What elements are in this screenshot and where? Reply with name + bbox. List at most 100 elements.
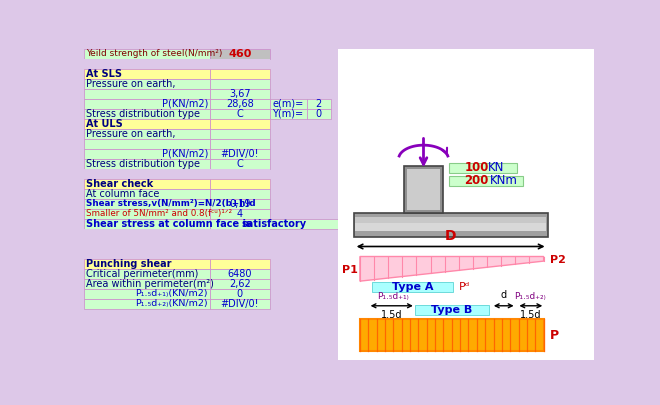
Text: Critical perimeter(mm): Critical perimeter(mm)	[86, 269, 198, 279]
Bar	[84, 219, 210, 229]
Bar	[84, 269, 210, 279]
Bar	[84, 139, 210, 149]
Text: 1.5d: 1.5d	[381, 310, 403, 320]
Bar	[210, 68, 270, 79]
Text: P1: P1	[342, 265, 358, 275]
Bar	[210, 109, 270, 119]
Bar	[210, 149, 270, 159]
Bar	[210, 199, 270, 209]
Text: Smaller of 5N/mm² and 0.8(fᶜᵘ)¹ᐟ²: Smaller of 5N/mm² and 0.8(fᶜᵘ)¹ᐟ²	[86, 209, 232, 218]
Text: Stress distribution type: Stress distribution type	[86, 159, 199, 169]
Text: 3,67: 3,67	[229, 89, 251, 99]
Text: P₁.₅d₊₂₎(KN/m2): P₁.₅d₊₂₎(KN/m2)	[135, 299, 208, 308]
Bar	[210, 129, 270, 139]
Text: 2: 2	[315, 99, 322, 109]
Bar	[84, 169, 270, 179]
Bar	[404, 166, 443, 213]
Text: P₁.₅d₊₂₎: P₁.₅d₊₂₎	[513, 292, 546, 301]
Text: At SLS: At SLS	[86, 68, 121, 79]
Bar	[210, 209, 270, 219]
Text: Shear stress,v(N/mm²)=N/2(b+h)d: Shear stress,v(N/mm²)=N/2(b+h)d	[86, 199, 255, 208]
Bar	[84, 99, 210, 109]
Text: 6480: 6480	[228, 269, 252, 279]
Bar	[270, 109, 308, 119]
Text: C: C	[236, 109, 243, 119]
Text: Area within perimeter(m²): Area within perimeter(m²)	[86, 279, 213, 289]
Bar	[84, 279, 210, 289]
Text: e(m)=: e(m)=	[273, 99, 304, 109]
Bar	[84, 259, 210, 269]
Text: P(KN/m2): P(KN/m2)	[162, 99, 208, 109]
Bar	[84, 49, 210, 59]
Text: D: D	[445, 229, 456, 243]
Polygon shape	[360, 256, 544, 281]
Bar	[210, 299, 270, 309]
Text: 0: 0	[237, 289, 243, 299]
Bar	[84, 209, 210, 219]
Bar	[84, 189, 210, 199]
Bar	[84, 199, 210, 209]
Bar	[354, 213, 548, 237]
Bar	[210, 289, 270, 299]
Bar	[84, 159, 210, 169]
Text: 0,19: 0,19	[229, 199, 251, 209]
Bar	[308, 109, 331, 119]
Bar	[338, 49, 594, 360]
Bar	[210, 99, 270, 109]
Text: #DIV/0!: #DIV/0!	[220, 149, 259, 159]
Text: #DIV/0!: #DIV/0!	[220, 299, 259, 309]
Bar	[84, 179, 210, 189]
Text: Stress distribution type: Stress distribution type	[86, 109, 199, 119]
Bar	[270, 99, 308, 109]
Bar	[210, 49, 270, 59]
Bar	[360, 319, 544, 351]
Text: C: C	[236, 159, 243, 169]
Text: Y(m)=: Y(m)=	[273, 109, 304, 119]
Text: KNm: KNm	[490, 174, 518, 187]
Bar	[84, 89, 210, 99]
Bar	[210, 139, 270, 149]
Bar	[210, 89, 270, 99]
Bar	[84, 129, 210, 139]
Bar	[210, 279, 270, 289]
Bar	[449, 176, 523, 185]
Bar	[210, 259, 270, 269]
Bar	[210, 189, 270, 199]
Bar	[84, 109, 210, 119]
Bar	[210, 219, 338, 229]
Bar	[449, 162, 517, 173]
Text: P2: P2	[550, 255, 566, 265]
Bar	[210, 79, 270, 89]
Text: P₁.₅d₊₁₎(KN/m2): P₁.₅d₊₁₎(KN/m2)	[135, 289, 208, 298]
Bar	[84, 68, 210, 79]
Bar	[84, 149, 210, 159]
Text: 28,68: 28,68	[226, 99, 253, 109]
Text: Type A: Type A	[391, 282, 433, 292]
Bar	[355, 217, 546, 224]
Bar	[308, 99, 331, 109]
Text: Type B: Type B	[431, 305, 473, 315]
Bar	[355, 224, 546, 231]
Text: 4: 4	[237, 209, 243, 219]
Text: Punching shear: Punching shear	[86, 259, 171, 269]
Bar	[210, 179, 270, 189]
Bar	[84, 299, 210, 309]
Text: At column face: At column face	[86, 189, 159, 199]
Bar	[84, 289, 210, 299]
Text: 200: 200	[465, 174, 489, 187]
Bar	[84, 59, 270, 68]
Bar	[407, 169, 440, 209]
Text: d: d	[501, 290, 507, 300]
Bar	[84, 249, 270, 259]
Bar	[210, 119, 270, 129]
Text: P₁.₅d₊₁₎: P₁.₅d₊₁₎	[377, 292, 409, 301]
Text: Shear stress at column face is: Shear stress at column face is	[86, 219, 251, 229]
Text: 2,62: 2,62	[229, 279, 251, 289]
Text: Pressure on earth,: Pressure on earth,	[86, 79, 175, 89]
Text: Pᵈ: Pᵈ	[459, 282, 471, 292]
Text: Pressure on earth,: Pressure on earth,	[86, 129, 175, 139]
Bar	[84, 119, 210, 129]
Text: P: P	[550, 328, 559, 341]
Bar	[372, 282, 453, 292]
Text: Yeild strength of steel(N/mm²): Yeild strength of steel(N/mm²)	[86, 49, 222, 58]
